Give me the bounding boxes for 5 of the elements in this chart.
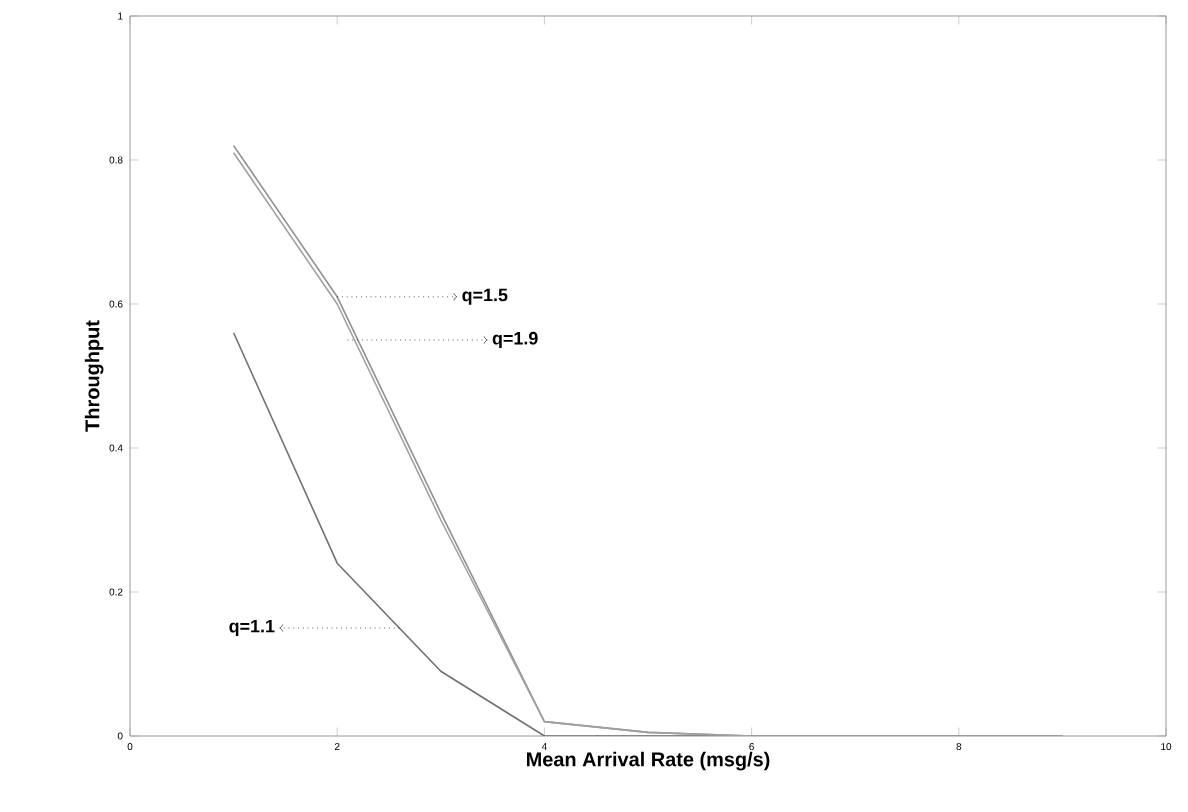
- annotation: q=1.9: [492, 331, 538, 349]
- y-axis-title: Throughput: [84, 320, 104, 432]
- x-axis-title: Mean Arrival Rate (msg/s): [527, 751, 770, 771]
- annotation: q=1.1: [229, 619, 275, 637]
- annotation: q=1.5: [462, 288, 508, 305]
